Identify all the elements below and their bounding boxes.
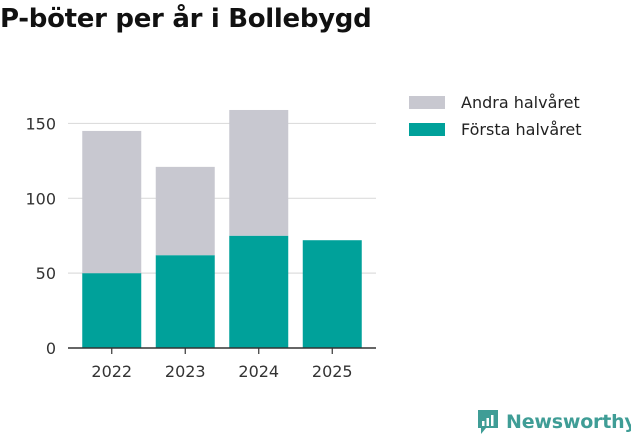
bar-2023-series-0[interactable]: [155, 255, 215, 348]
bar-2023-series-1[interactable]: [155, 166, 215, 256]
legend: Andra halvåret Första halvåret: [409, 89, 582, 143]
chart-title: P-böter per år i Bollebygd: [0, 4, 372, 34]
y-tick-label-150: 150: [25, 114, 56, 133]
bar-2024-series-0[interactable]: [229, 235, 289, 348]
y-tick-label-0: 0: [46, 339, 56, 358]
x-tick-label-2024: 2024: [238, 362, 279, 381]
y-tick-label-100: 100: [25, 189, 56, 208]
legend-item-andra[interactable]: Andra halvåret: [409, 89, 582, 116]
x-tick-label-2025: 2025: [312, 362, 353, 381]
x-axis-ticks: 2022 2023 2024 2025: [91, 348, 353, 381]
y-axis-ticks: 0 50 100 150: [25, 114, 56, 358]
newsworthy-brand[interactable]: Newsworthy: [476, 408, 631, 436]
bar-2022-series-0[interactable]: [82, 273, 142, 348]
bars: [82, 109, 362, 348]
x-tick-label-2023: 2023: [165, 362, 206, 381]
bar-2025-series-0[interactable]: [302, 240, 362, 348]
x-tick-label-2022: 2022: [91, 362, 132, 381]
legend-label-forsta: Första halvåret: [461, 120, 582, 139]
brand-name: Newsworthy: [506, 411, 631, 433]
newsworthy-logo-icon: [478, 410, 498, 434]
legend-item-forsta[interactable]: Första halvåret: [409, 116, 582, 143]
legend-label-andra: Andra halvåret: [461, 93, 580, 112]
legend-swatch-andra: [409, 96, 445, 109]
legend-swatch-forsta: [409, 123, 445, 136]
bar-2024-series-1[interactable]: [229, 109, 289, 236]
y-tick-label-50: 50: [36, 264, 56, 283]
bar-2022-series-1[interactable]: [82, 130, 142, 274]
